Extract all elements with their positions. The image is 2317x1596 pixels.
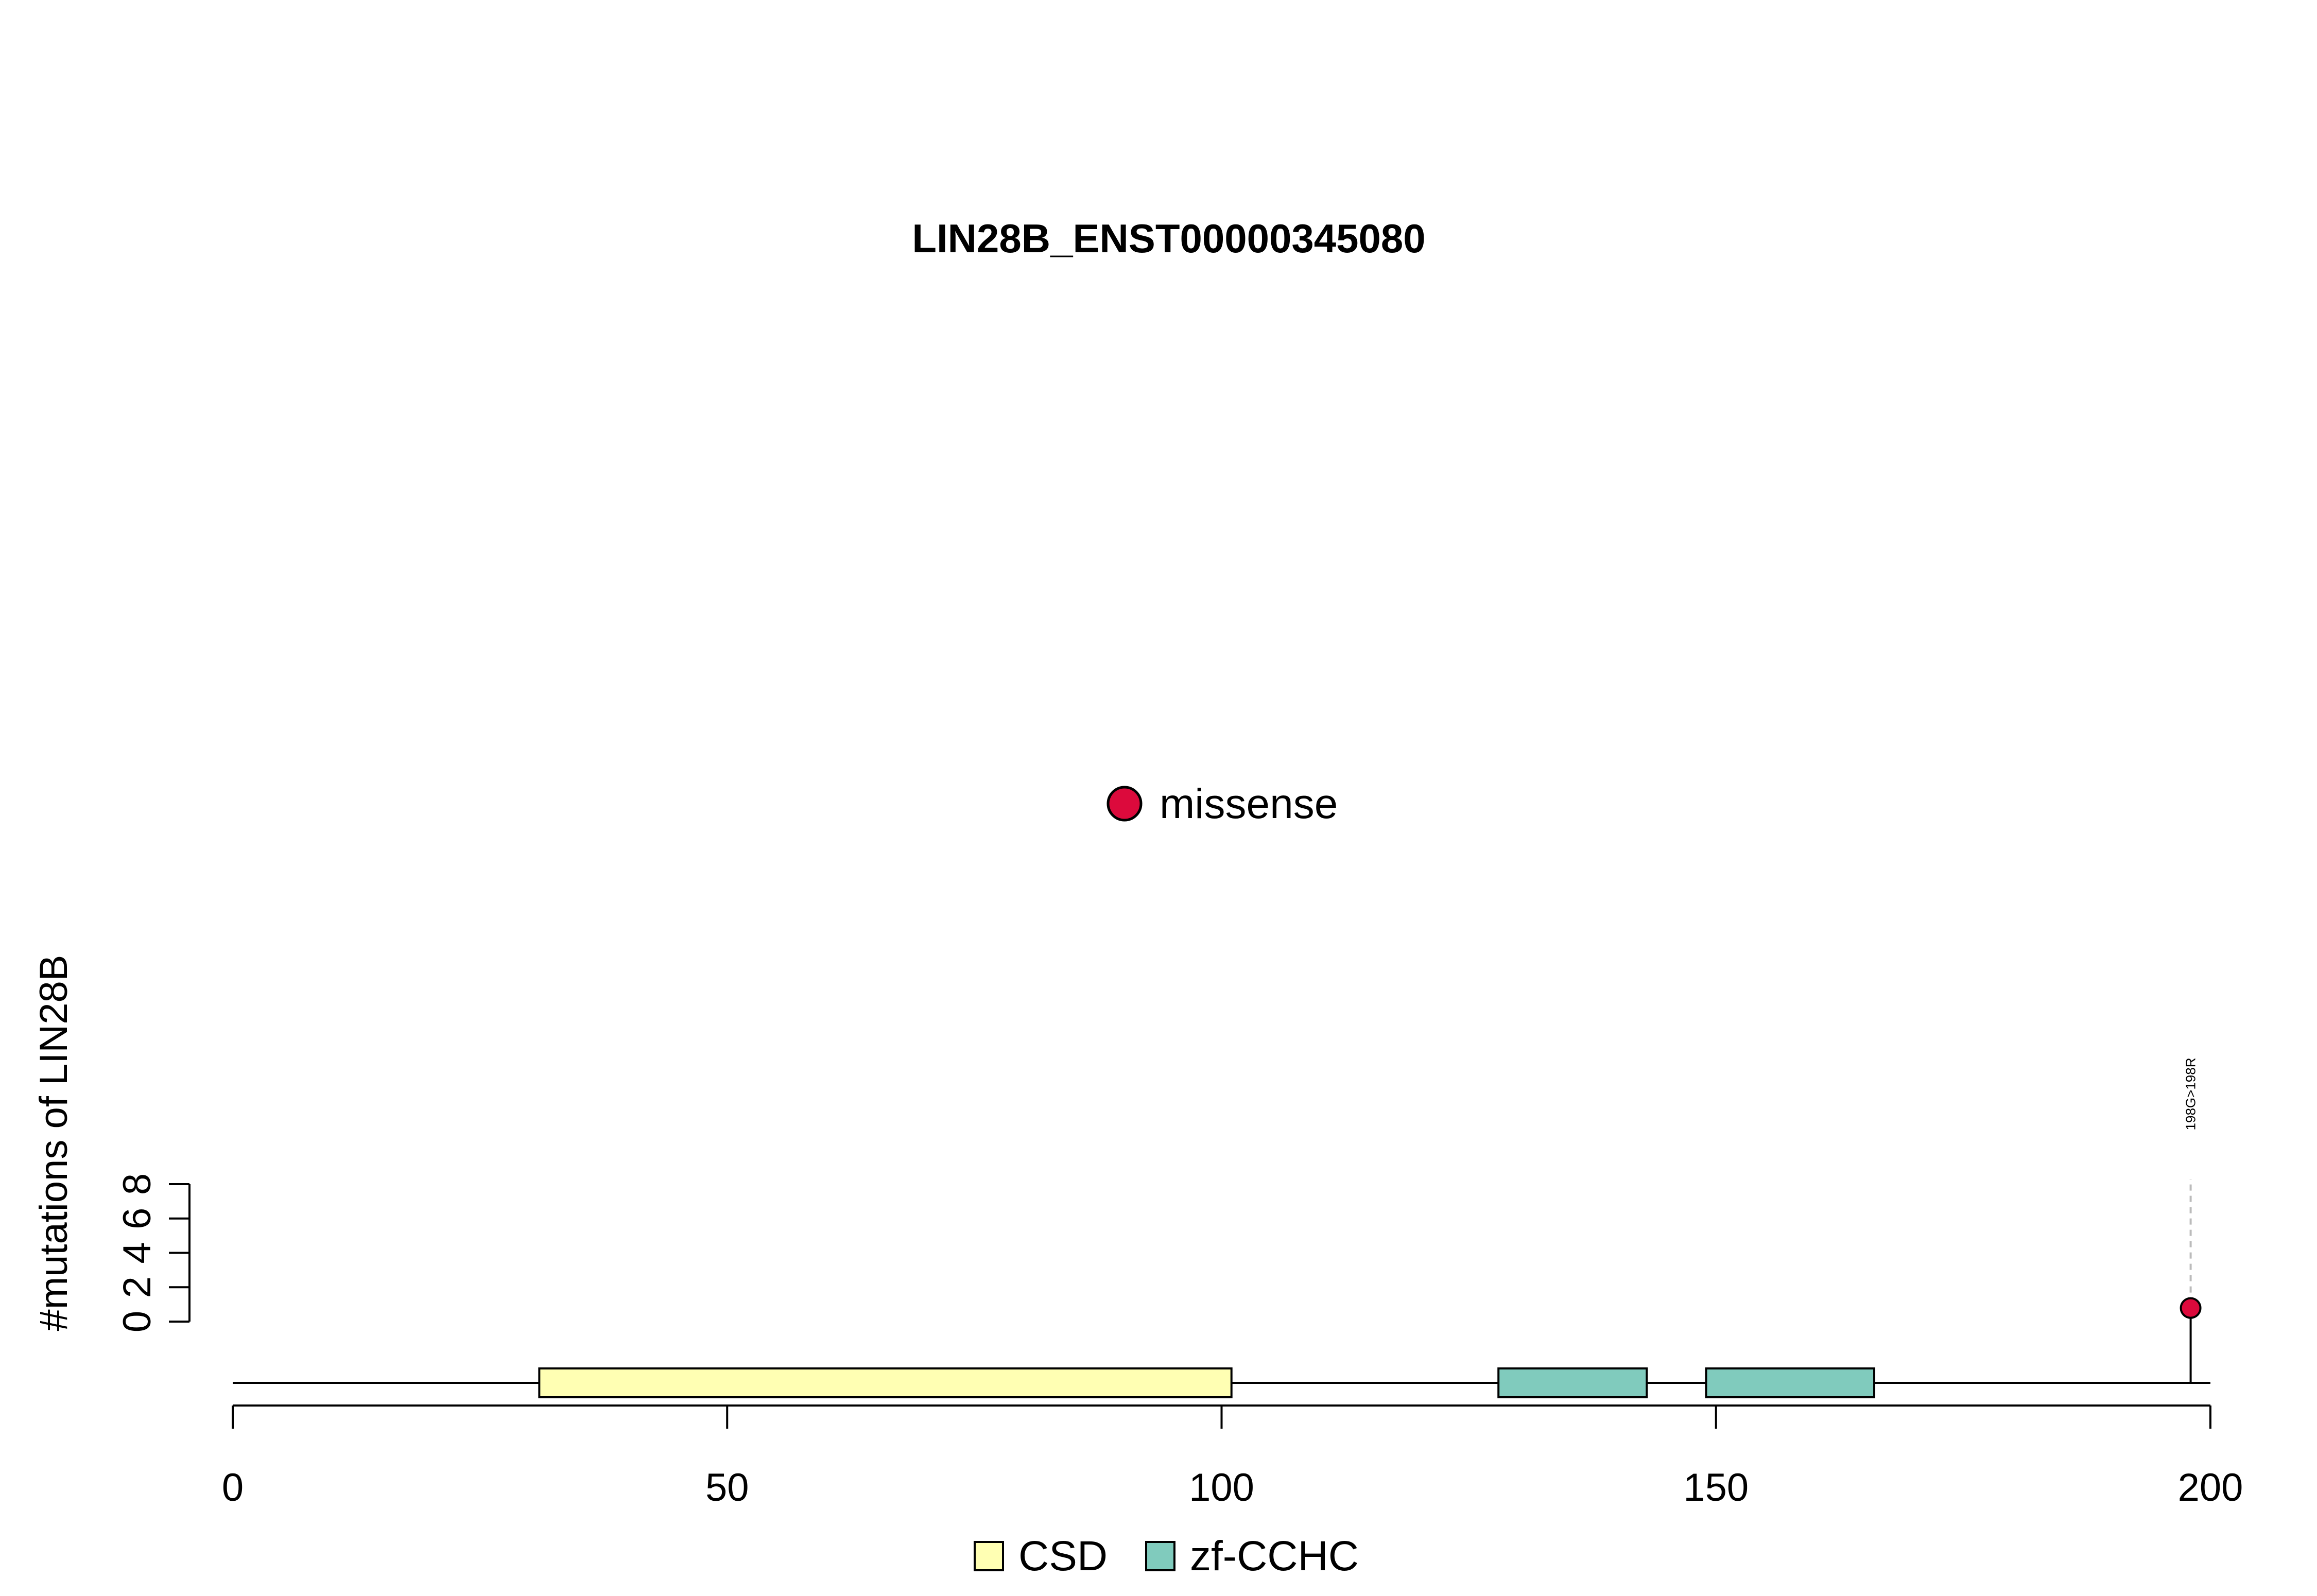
x-tick-label: 50: [705, 1466, 749, 1510]
y-tick-label: 8: [115, 1173, 159, 1195]
y-tick-label: 2: [115, 1276, 159, 1298]
y-tick-label: 6: [115, 1208, 159, 1229]
domain-zf-cchc-2: [1705, 1367, 1876, 1398]
legend-domain-swatch: [974, 1541, 1004, 1571]
mutation-point: [2180, 1297, 2202, 1319]
y-tick-label: 0: [115, 1311, 159, 1332]
mutation-legend: missense: [1106, 780, 1338, 827]
x-tick-label: 150: [1683, 1466, 1749, 1510]
chart-title: LIN28B_ENST00000345080: [912, 216, 1425, 261]
legend-domain-label: zf-CCHC: [1190, 1533, 1359, 1580]
domain-legend: CSD zf-CCHC: [974, 1533, 1359, 1580]
mutation-label: 198G>198R: [2183, 1058, 2199, 1131]
y-axis-label: #mutations of LIN28B: [32, 955, 76, 1331]
x-tick-label: 0: [222, 1466, 244, 1510]
domain-zf-cchc-1: [1497, 1367, 1648, 1398]
x-tick-label: 200: [2178, 1466, 2243, 1510]
domains: [538, 1367, 1876, 1398]
legend-missense-marker: [1106, 786, 1143, 822]
legend-domain-swatch: [1145, 1541, 1175, 1571]
domain-csd-0: [538, 1367, 1233, 1398]
legend-missense-label: missense: [1160, 780, 1338, 827]
y-tick-label: 4: [115, 1242, 159, 1263]
x-tick-label: 100: [1189, 1466, 1254, 1510]
mutations: 198G>198R: [2180, 1058, 2202, 1383]
y-axis: 0 2 4 6 8: [115, 1173, 191, 1332]
x-axis: 0 50 100 150 200: [222, 1404, 2243, 1510]
legend-domain-label: CSD: [1018, 1533, 1108, 1580]
